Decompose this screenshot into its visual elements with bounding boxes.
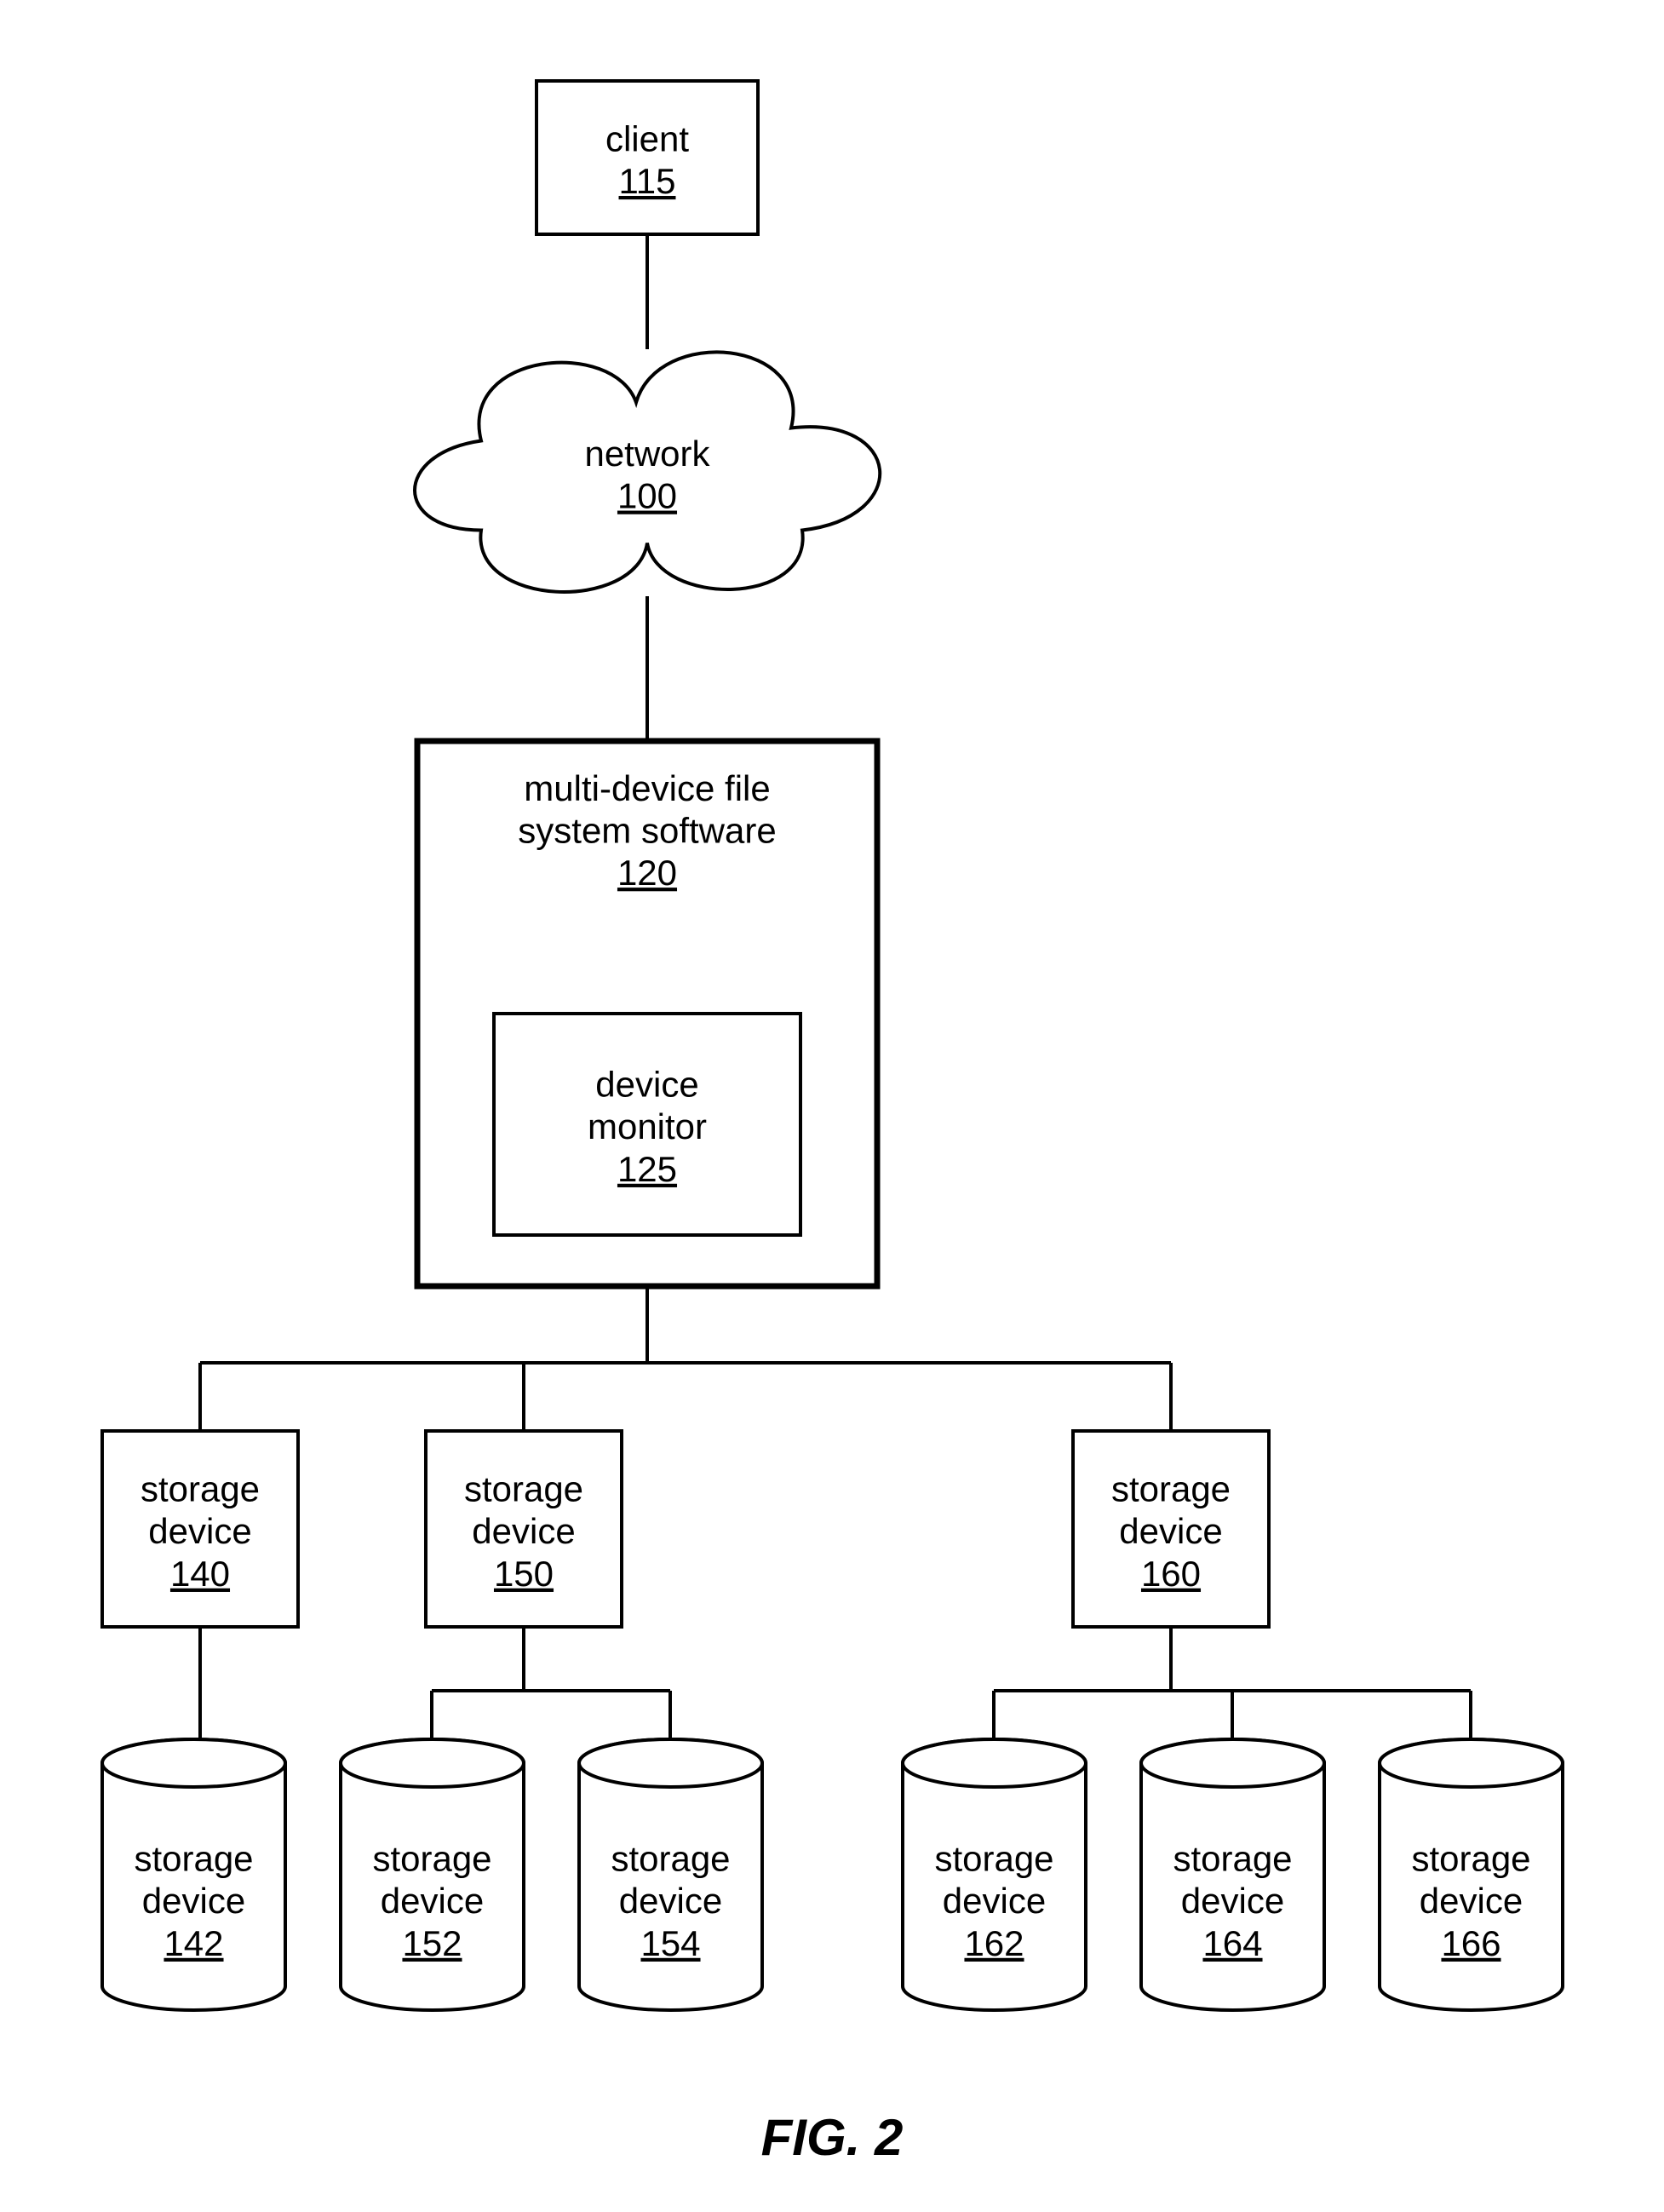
node-sd154: storagedevice154 [579,1739,762,2010]
node-label: storage [1111,1469,1231,1509]
diagram-canvas: client115 network100 multi-device filesyst… [0,0,1664,2212]
node-label: multi-device file [524,768,770,808]
node-label: storage [464,1469,583,1509]
node-number: 166 [1441,1923,1500,1963]
node-label: device [381,1881,484,1921]
node-network: network100 [415,352,880,592]
node-number: 164 [1202,1923,1262,1963]
node-number: 150 [494,1554,554,1594]
node-sd142: storagedevice142 [102,1739,285,2010]
node-number: 154 [640,1923,700,1963]
node-label: storage [1411,1839,1530,1879]
node-label: storage [141,1469,260,1509]
node-sd152: storagedevice152 [341,1739,524,2010]
node-label: network [584,434,710,474]
node-label: device [148,1511,251,1551]
node-label: device [1119,1511,1222,1551]
node-number: 125 [617,1149,677,1189]
node-number: 120 [617,853,677,893]
node-label: storage [134,1839,253,1879]
node-sd166: storagedevice166 [1380,1739,1563,2010]
node-label: storage [934,1839,1053,1879]
node-label: storage [1173,1839,1292,1879]
node-sd160: storagedevice160 [1073,1431,1269,1627]
node-label: device [1420,1881,1523,1921]
node-label: client [605,118,689,158]
node-client: client115 [536,81,758,234]
node-label: monitor [588,1106,707,1146]
node-number: 162 [964,1923,1024,1963]
node-number: 100 [617,476,677,516]
node-monitor: devicemonitor125 [494,1014,800,1235]
node-number: 140 [170,1554,230,1594]
node-number: 115 [619,161,676,201]
nodes: client115 network100 multi-device filesyst… [102,81,1563,2010]
node-sd162: storagedevice162 [903,1739,1086,2010]
node-label: device [1181,1881,1284,1921]
node-number: 142 [164,1923,223,1963]
node-sd150: storagedevice150 [426,1431,622,1627]
node-label: storage [611,1839,730,1879]
node-label: device [943,1881,1046,1921]
node-label: storage [372,1839,491,1879]
figure-caption: FIG. 2 [761,2109,904,2166]
node-sd164: storagedevice164 [1141,1739,1324,2010]
node-number: 152 [402,1923,462,1963]
node-label: device [619,1881,722,1921]
node-label: device [142,1881,245,1921]
node-label: system software [518,811,776,851]
node-label: device [472,1511,575,1551]
node-number: 160 [1141,1554,1201,1594]
node-sd140: storagedevice140 [102,1431,298,1627]
node-label: device [595,1065,698,1105]
